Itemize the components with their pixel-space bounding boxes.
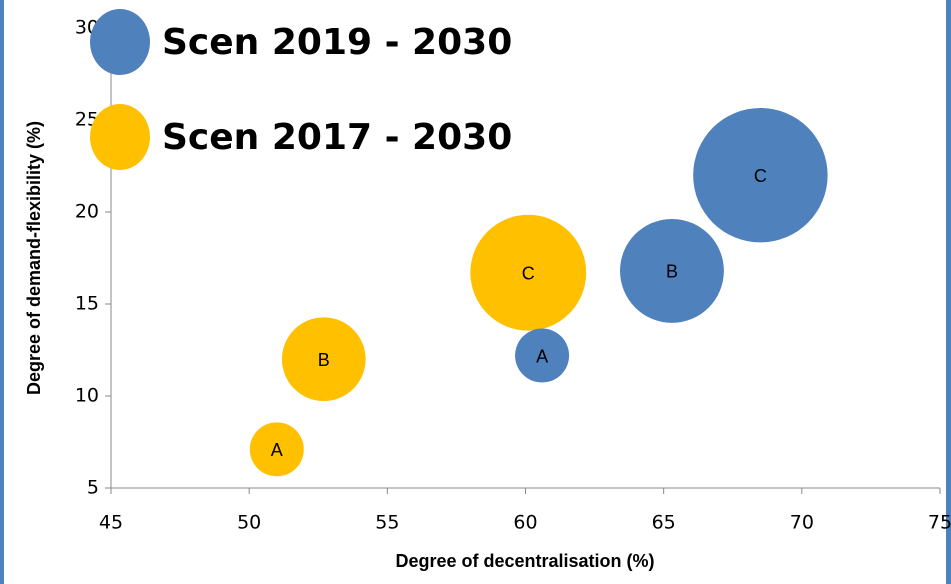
y-tick-label: 10: [75, 385, 99, 407]
legend-label: Scen 2017 - 2030: [162, 117, 512, 158]
bubble: [693, 107, 828, 243]
legend-marker: [90, 104, 150, 170]
point-label: B: [666, 262, 678, 282]
bubble: [620, 218, 724, 323]
point-label: B: [318, 350, 330, 370]
x-tick-label: 45: [99, 512, 123, 534]
y-tick-label: 20: [75, 201, 99, 223]
x-tick-label: 55: [375, 512, 399, 534]
legend-label: Scen 2019 - 2030: [162, 22, 512, 63]
point-label: A: [271, 440, 283, 460]
legend-marker: [90, 9, 150, 75]
bubble: [515, 328, 570, 383]
bubble: [470, 214, 587, 331]
bubble: [281, 317, 366, 402]
frame-left: [0, 0, 4, 584]
y-axis-title: Degree of demand-flexibility (%): [24, 121, 44, 395]
point-label: C: [754, 166, 767, 186]
bubble: [249, 422, 304, 477]
x-tick-label: 60: [513, 512, 537, 534]
x-axis-title: Degree of decentralisation (%): [395, 551, 654, 571]
y-tick-label: 15: [75, 293, 99, 315]
x-tick-label: 50: [237, 512, 261, 534]
point-label: C: [522, 263, 535, 283]
x-tick-label: 75: [928, 512, 951, 534]
x-tick-label: 65: [652, 512, 676, 534]
point-label: A: [536, 346, 548, 366]
x-tick-label: 70: [790, 512, 814, 534]
frame-right: [946, 0, 951, 584]
y-tick-label: 5: [87, 477, 99, 499]
